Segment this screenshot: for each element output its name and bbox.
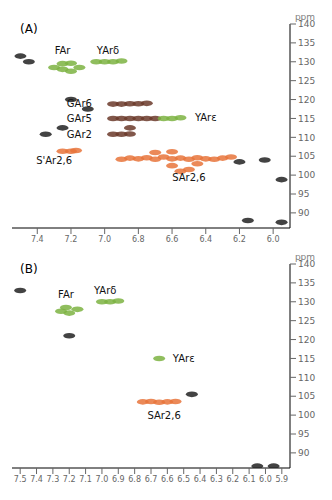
svg-text:135: 135 — [298, 38, 315, 48]
svg-text:140: 140 — [298, 259, 316, 270]
svg-text:7.1: 7.1 — [79, 475, 92, 484]
svg-text:ppm: ppm — [295, 12, 315, 22]
svg-text:110: 110 — [298, 373, 315, 383]
svg-text:90: 90 — [298, 208, 310, 218]
svg-text:120: 120 — [298, 95, 315, 105]
svg-text:YArδ: YArδ — [96, 45, 119, 56]
html-text:(A): (A) — [20, 22, 38, 36]
svg-text:6.2: 6.2 — [226, 475, 239, 484]
svg-text:6.6: 6.6 — [161, 475, 174, 484]
svg-text:6.2: 6.2 — [233, 235, 246, 244]
svg-text:125: 125 — [298, 316, 315, 326]
svg-text:140: 140 — [298, 19, 316, 30]
svg-text:YArδ: YArδ — [93, 285, 116, 296]
svg-text:130: 130 — [298, 57, 315, 67]
svg-text:GAr6: GAr6 — [67, 98, 92, 109]
svg-text:S'Ar2,6: S'Ar2,6 — [36, 155, 72, 166]
svg-text:110: 110 — [298, 133, 315, 143]
svg-text:6.0: 6.0 — [267, 235, 280, 244]
svg-text:6.4: 6.4 — [194, 475, 207, 484]
svg-text:7.5: 7.5 — [14, 475, 27, 484]
svg-text:105: 105 — [298, 391, 315, 401]
svg-text:7.0: 7.0 — [98, 235, 111, 244]
svg-text:7.3: 7.3 — [47, 475, 60, 484]
svg-text:105: 105 — [298, 151, 315, 161]
svg-text:130: 130 — [298, 297, 315, 307]
svg-text:6.1: 6.1 — [243, 475, 256, 484]
svg-text:7.0: 7.0 — [96, 475, 109, 484]
svg-text:7.2: 7.2 — [63, 475, 76, 484]
svg-text:YArε: YArε — [194, 112, 217, 123]
svg-text:6.6: 6.6 — [166, 235, 179, 244]
svg-text:6.8: 6.8 — [128, 475, 141, 484]
svg-text:6.4: 6.4 — [199, 235, 212, 244]
svg-text:FAr: FAr — [58, 289, 75, 300]
svg-text:GAr2: GAr2 — [67, 129, 92, 140]
svg-text:95: 95 — [298, 189, 309, 199]
svg-text:7.2: 7.2 — [65, 235, 78, 244]
svg-text:SAr2,6: SAr2,6 — [147, 410, 180, 421]
svg-text:7.4: 7.4 — [31, 235, 44, 244]
svg-text:5.9: 5.9 — [275, 475, 288, 484]
svg-text:FAr: FAr — [55, 45, 72, 56]
svg-text:6.0: 6.0 — [259, 475, 272, 484]
svg-text:SAr2,6: SAr2,6 — [172, 172, 205, 183]
svg-text:ppm: ppm — [295, 252, 315, 262]
svg-text:GAr5: GAr5 — [67, 113, 92, 124]
svg-text:YArε: YArε — [172, 353, 195, 364]
svg-text:135: 135 — [298, 278, 315, 288]
svg-text:100: 100 — [298, 170, 315, 180]
svg-text:6.7: 6.7 — [145, 475, 158, 484]
svg-text:95: 95 — [298, 429, 309, 439]
svg-text:6.3: 6.3 — [210, 475, 223, 484]
svg-text:6.5: 6.5 — [177, 475, 190, 484]
svg-text:7.4: 7.4 — [30, 475, 43, 484]
svg-text:125: 125 — [298, 76, 315, 86]
svg-text:6.8: 6.8 — [132, 235, 145, 244]
svg-text:115: 115 — [298, 114, 315, 124]
svg-text:115: 115 — [298, 354, 315, 364]
svg-text:100: 100 — [298, 410, 315, 420]
svg-text:6.9: 6.9 — [112, 475, 125, 484]
html-text:(B): (B) — [20, 262, 38, 276]
svg-text:120: 120 — [298, 335, 315, 345]
svg-text:90: 90 — [298, 448, 310, 458]
